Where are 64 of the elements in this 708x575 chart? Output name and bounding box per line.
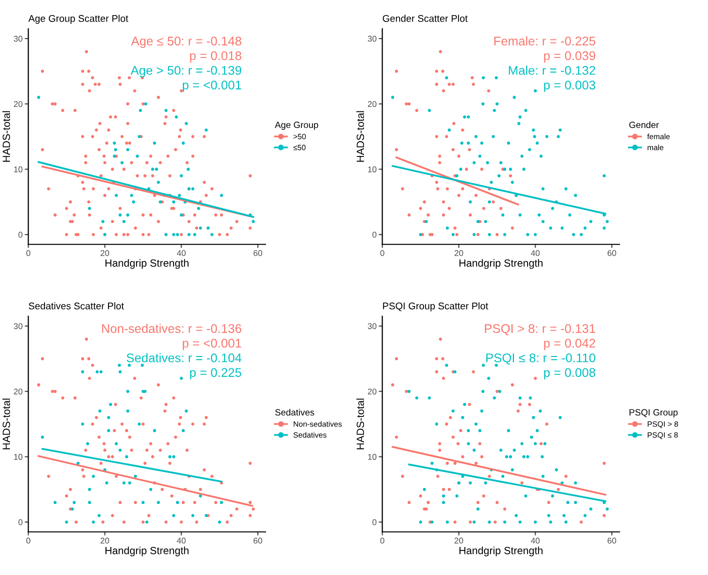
annotation: p = 0.008 [544, 368, 596, 380]
annotation: PSQI ≤ 8: r = -0.110 [486, 353, 596, 365]
x-tick-label: 60 [608, 538, 616, 544]
y-tick-label: 10 [368, 454, 376, 460]
y-axis-title: HADS-total [356, 111, 364, 162]
x-axis-title: Handgrip Strength [459, 259, 543, 269]
x-tick-label: 40 [530, 538, 540, 544]
y-axis-title: HADS-total [356, 398, 364, 450]
chart-title: Gender Scatter Plot [382, 14, 468, 22]
annotation: p = 0.018 [190, 51, 242, 63]
y-axis-title: HADS-total [2, 111, 10, 162]
y-tick-label: 10 [14, 454, 22, 460]
annotation: p = <0.001 [182, 338, 242, 350]
y-tick-label: 20 [14, 101, 22, 107]
y-tick-label: 30 [14, 36, 22, 42]
y-tick-label: 30 [14, 323, 22, 330]
x-tick-label: 0 [26, 250, 30, 256]
x-tick-label: 60 [254, 250, 262, 256]
y-tick-label: 20 [368, 101, 376, 107]
y-tick-label: 0 [372, 519, 376, 526]
x-tick-label: 20 [100, 538, 110, 544]
x-tick-label: 60 [608, 250, 616, 256]
chart-title: Age Group Scatter Plot [28, 14, 128, 24]
x-tick-label: 40 [176, 250, 186, 256]
y-tick-label: 10 [368, 166, 376, 172]
y-tick-label: 0 [372, 232, 376, 238]
x-axis-title: Handgrip Strength [105, 546, 189, 556]
x-axis-title: Handgrip Strength [105, 259, 189, 269]
x-tick-label: 0 [380, 250, 384, 256]
chart-title: Sedatives Scatter Plot [28, 302, 124, 310]
y-tick-label: 0 [18, 519, 22, 526]
annotation: p = 0.039 [544, 51, 596, 63]
y-tick-label: 10 [14, 166, 22, 172]
x-tick-label: 40 [176, 538, 186, 544]
annotation: Age > 50: r = -0.139 [130, 66, 242, 78]
y-tick-label: 30 [368, 323, 376, 330]
legend-title: Sedatives [275, 408, 314, 416]
x-axis-title: Handgrip Strength [459, 546, 543, 556]
annotation: Sedatives: r = -0.104 [126, 353, 242, 362]
annotation: Male: r = -0.132 [508, 66, 596, 75]
legend-title: Gender [629, 121, 659, 128]
legend-title: Age Group [274, 122, 318, 130]
legend-title: PSQI Group [630, 409, 678, 418]
annotation: p = 0.003 [544, 80, 596, 92]
annotation: p = 0.042 [544, 338, 596, 350]
annotation: Age ≤ 50: r = -0.148 [131, 36, 242, 48]
x-tick-label: 20 [100, 250, 110, 256]
annotation: p = 0.225 [190, 368, 242, 380]
chart-title: PSQI Group Scatter Plot [383, 302, 488, 312]
x-tick-label: 20 [454, 538, 464, 544]
x-tick-label: 40 [530, 250, 540, 256]
x-tick-label: 60 [254, 538, 262, 544]
y-tick-label: 20 [14, 388, 22, 394]
y-tick-label: 0 [18, 232, 22, 238]
annotation: p = <0.001 [182, 80, 242, 92]
y-tick-label: 20 [368, 388, 376, 394]
annotation: Female: r = -0.225 [494, 36, 596, 46]
annotation: PSQI > 8: r = -0.131 [484, 324, 596, 336]
x-tick-label: 0 [380, 538, 384, 544]
x-tick-label: 0 [26, 538, 30, 544]
x-tick-label: 20 [454, 250, 464, 256]
annotation: Non-sedatives: r = -0.136 [102, 324, 242, 333]
y-tick-label: 30 [368, 36, 376, 42]
y-axis-title: HADS-total [2, 398, 10, 450]
